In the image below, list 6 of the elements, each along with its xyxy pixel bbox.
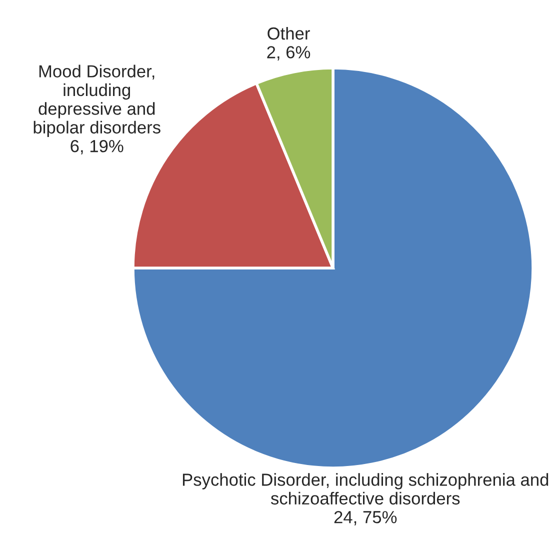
data-label: 24, 75% [334,511,397,526]
data-label: 2, 6% [267,46,310,60]
slice-label: Mood Disorder, including depressive and bipolar disorders [34,64,160,138]
data-label: 6, 19% [70,140,124,154]
slice-label: Other [268,26,310,40]
slice-label: Psychotic Disorder, including schizophrenia and schizoaffective disorders [182,473,548,505]
